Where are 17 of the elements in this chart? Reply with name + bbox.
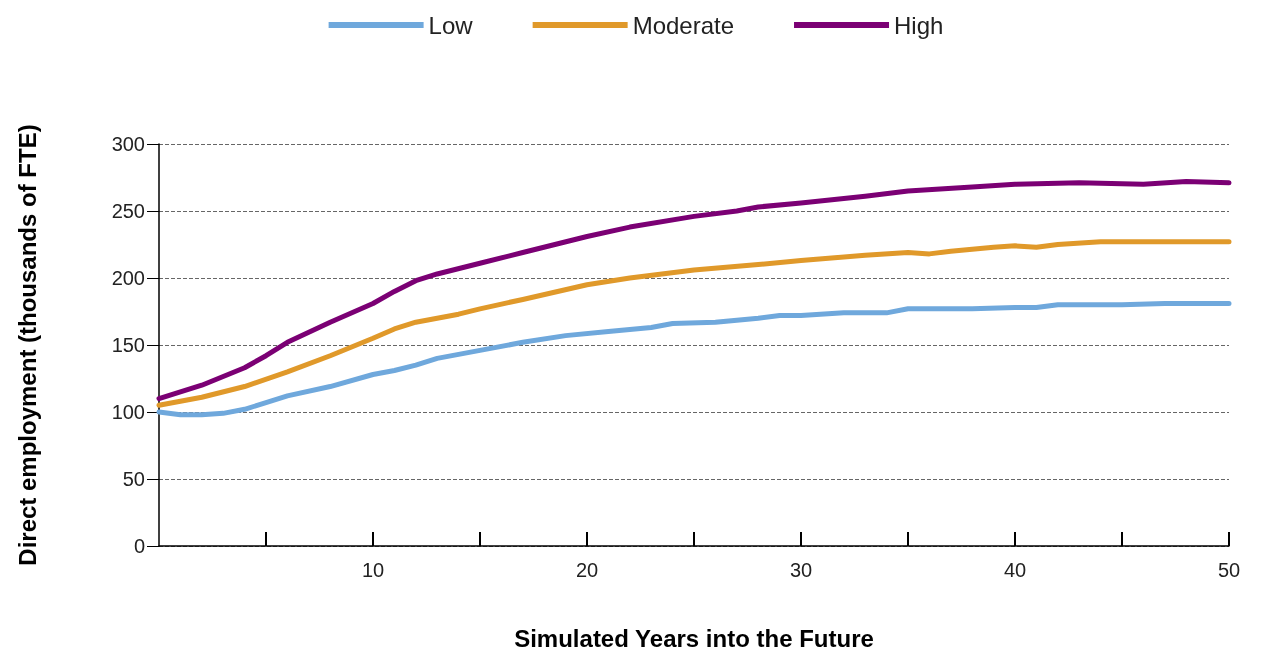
y-axis-title: Direct employment (thousands of FTE)	[13, 124, 41, 566]
legend-label: Low	[428, 11, 474, 39]
y-tick-label: 0	[133, 535, 145, 557]
x-tick-label: 10	[361, 559, 385, 581]
x-tick-label: 40	[1003, 559, 1027, 581]
x-axis-title: Simulated Years into the Future	[514, 624, 874, 652]
x-tick-label: 20	[575, 559, 599, 581]
y-tick-label: 300	[111, 133, 145, 155]
y-tick-label: 50	[122, 468, 145, 490]
legend-label: Moderate	[632, 11, 735, 39]
y-tick-label: 250	[111, 200, 145, 222]
x-tick-label: 30	[789, 559, 813, 581]
y-tick-label: 200	[111, 267, 145, 289]
y-tick-label: 150	[111, 334, 145, 356]
x-tick-label: 50	[1217, 559, 1241, 581]
y-tick-label: 100	[111, 401, 145, 423]
legend-label: High	[894, 11, 944, 39]
